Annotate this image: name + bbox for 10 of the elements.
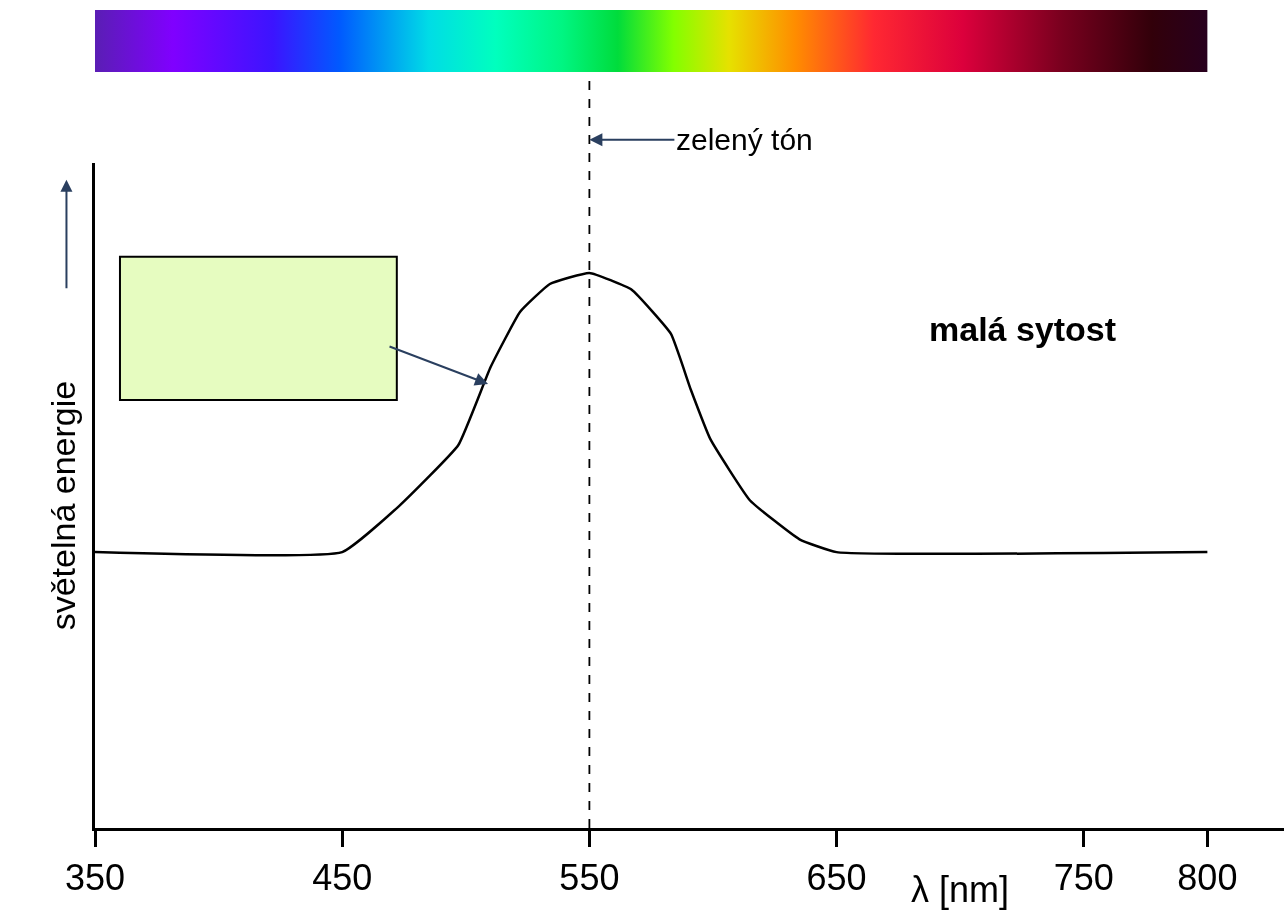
x-tick-label: 650 <box>806 856 867 898</box>
annotation: malá sytost <box>929 310 1117 348</box>
x-tick-label: 800 <box>1177 856 1238 898</box>
ref-line-label: zelený tón <box>676 123 813 156</box>
x-axis-title: λ [nm] <box>911 869 1010 910</box>
y-axis-title: světelná energie <box>43 380 82 631</box>
x-tick-label: 450 <box>312 856 373 898</box>
x-tick-label: 750 <box>1053 856 1114 898</box>
x-tick-label: 350 <box>64 856 126 898</box>
x-tick-label: 550 <box>559 856 620 898</box>
